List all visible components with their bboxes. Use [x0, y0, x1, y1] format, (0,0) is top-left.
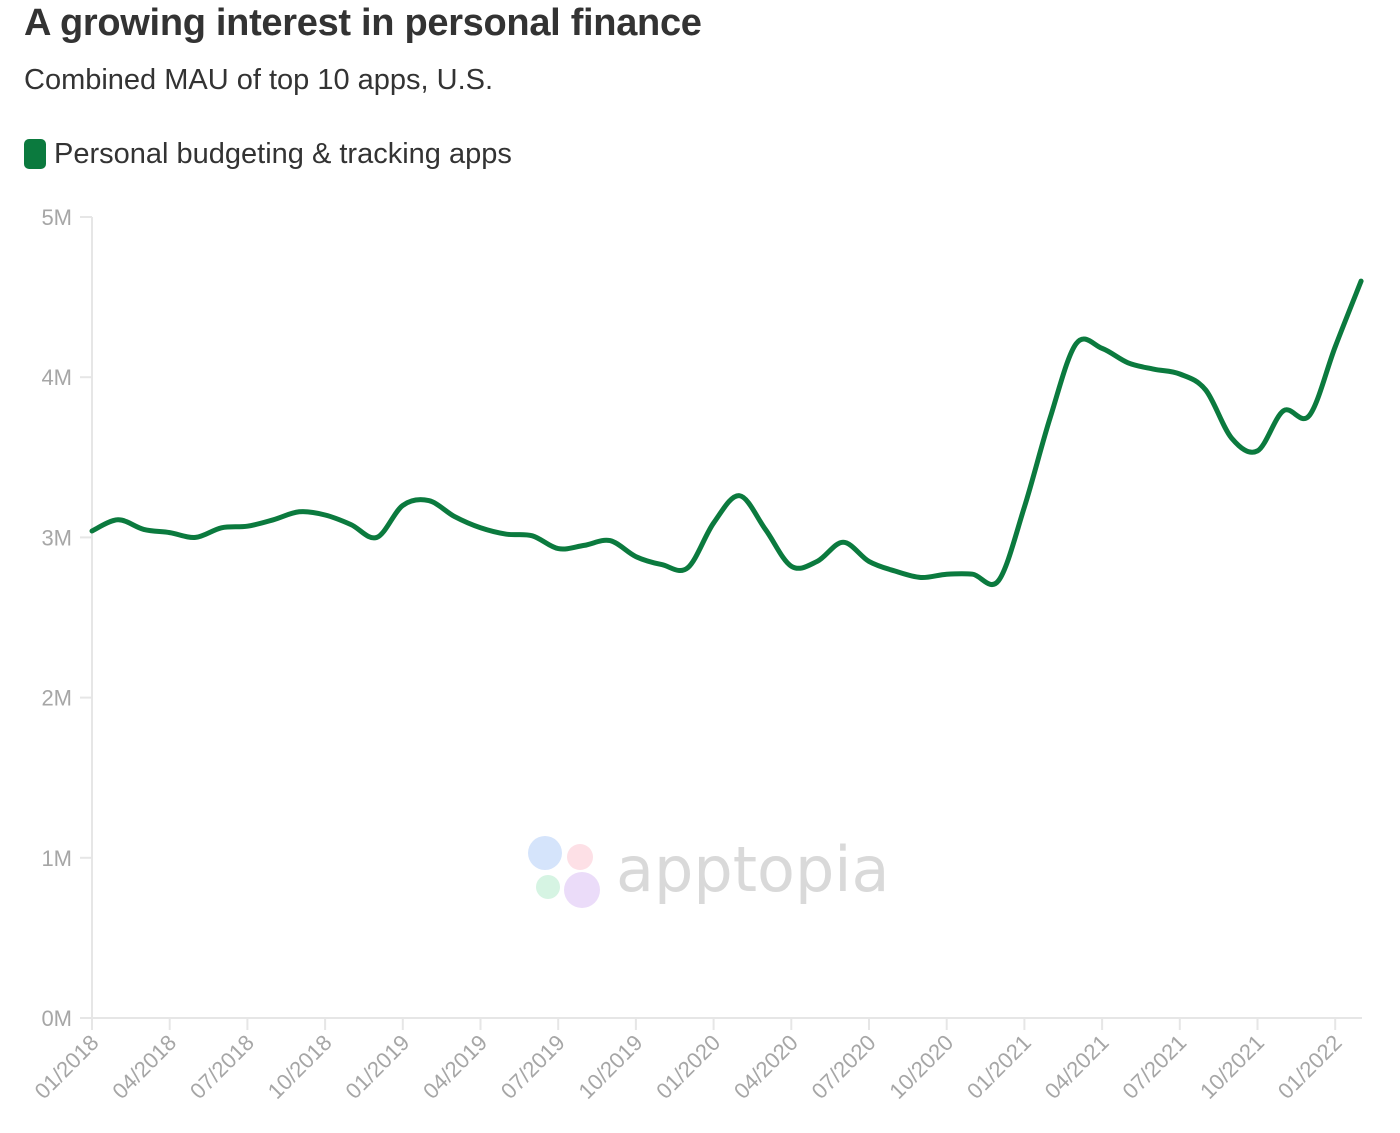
series-layer [89, 278, 1364, 588]
watermark-text: apptopia [616, 833, 890, 906]
y-tick-label: 2M [41, 686, 72, 711]
axes [91, 217, 1362, 1019]
apptopia-watermark: apptopia [528, 833, 890, 908]
y-tick-label: 1M [41, 846, 72, 871]
x-tick-label: 01/2022 [1273, 1030, 1347, 1104]
x-tick-label: 10/2019 [574, 1030, 648, 1104]
x-axis-ticks: 01/2018 04/2018 07/2018 10/2018 01/2019 04/20… [30, 1018, 1347, 1104]
x-tick-label: 07/2021 [1117, 1030, 1191, 1104]
legend-label: Personal budgeting & tracking apps [54, 137, 512, 170]
x-tick-label: 04/2020 [729, 1030, 803, 1104]
apptopia-logo-icon [528, 836, 600, 908]
y-axis-ticks: 0M 1M 2M 3M 4M 5M [41, 205, 92, 1031]
x-tick-label: 07/2018 [185, 1030, 259, 1104]
x-tick-label: 10/2021 [1195, 1030, 1269, 1104]
legend-swatch [24, 139, 46, 169]
logo-petal [528, 836, 562, 870]
logo-petal [567, 844, 593, 870]
x-tick-label: 10/2020 [884, 1030, 958, 1104]
x-tick-label: 01/2021 [962, 1030, 1036, 1104]
x-tick-label: 10/2018 [263, 1030, 337, 1104]
x-tick-label: 04/2021 [1040, 1030, 1114, 1104]
x-tick-label: 07/2020 [807, 1030, 881, 1104]
legend: Personal budgeting & tracking apps [24, 134, 512, 174]
logo-petal [536, 875, 560, 899]
chart-subtitle: Combined MAU of top 10 apps, U.S. [24, 64, 494, 96]
series-line-personal-budgeting [89, 278, 1364, 588]
x-tick-label: 07/2019 [496, 1030, 570, 1104]
y-tick-label: 0M [41, 1006, 72, 1031]
logo-petal [564, 872, 600, 908]
x-tick-label: 04/2018 [107, 1030, 181, 1104]
x-tick-label: 01/2019 [340, 1030, 414, 1104]
y-tick-label: 3M [41, 525, 72, 550]
x-tick-label: 01/2020 [651, 1030, 725, 1104]
chart-title: A growing interest in personal finance [24, 2, 702, 44]
y-tick-label: 4M [41, 365, 72, 390]
x-tick-label: 04/2019 [418, 1030, 492, 1104]
y-tick-label: 5M [41, 205, 72, 230]
x-tick-label: 01/2018 [30, 1030, 104, 1104]
